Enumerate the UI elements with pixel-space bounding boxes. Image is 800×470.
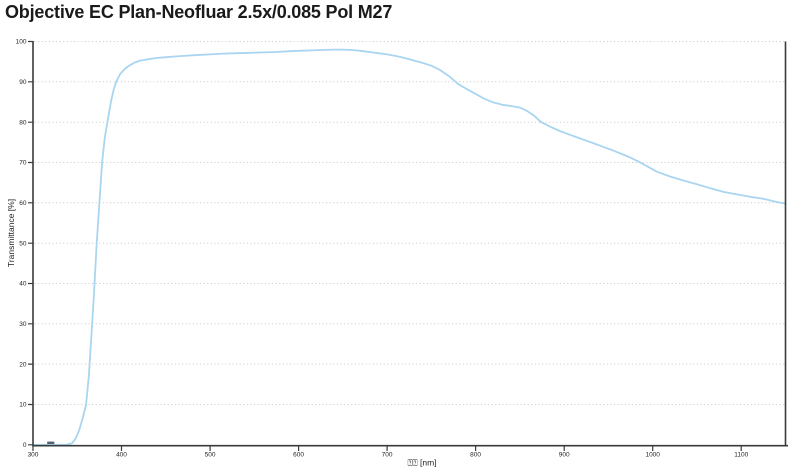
x-tick-label-800: 800 bbox=[470, 451, 481, 458]
x-tick-label-900: 900 bbox=[559, 451, 570, 458]
y-tick-label-50: 50 bbox=[19, 240, 27, 247]
x-tick-label-500: 500 bbox=[205, 451, 216, 458]
chart-title: Objective EC Plan-Neofluar 2.5x/0.085 Po… bbox=[5, 2, 393, 22]
y-tick-label-30: 30 bbox=[19, 321, 27, 328]
y-tick-label-90: 90 bbox=[19, 79, 27, 86]
y-tick-label-0: 0 bbox=[23, 442, 27, 449]
y-tick-label-70: 70 bbox=[19, 160, 27, 167]
y-tick-label-40: 40 bbox=[19, 281, 27, 288]
x-tick-label-1100: 1100 bbox=[734, 451, 748, 458]
x-tick-label-600: 600 bbox=[293, 451, 304, 458]
y-tick-label-100: 100 bbox=[16, 39, 27, 46]
tick-marks bbox=[28, 40, 742, 451]
y-tick-label-20: 20 bbox=[19, 361, 27, 368]
y-tick-label-60: 60 bbox=[19, 200, 27, 207]
x-tick-label-400: 400 bbox=[116, 451, 127, 458]
x-tick-label-1000: 1000 bbox=[645, 451, 660, 458]
x-axis-title: ⍰⍰ [nm] bbox=[407, 457, 437, 468]
transmittance-curve bbox=[32, 48, 787, 446]
axes bbox=[32, 41, 788, 447]
x-tick-label-700: 700 bbox=[382, 451, 393, 458]
zero-level-marker bbox=[47, 441, 55, 444]
y-tick-label-80: 80 bbox=[19, 119, 27, 126]
x-tick-label-300: 300 bbox=[28, 451, 39, 458]
y-tick-label-10: 10 bbox=[19, 402, 27, 409]
